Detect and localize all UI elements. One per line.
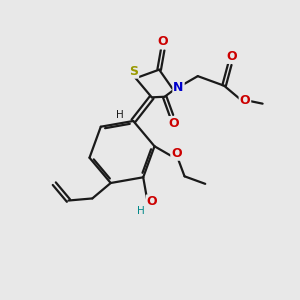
Text: S: S xyxy=(129,65,138,78)
Text: O: O xyxy=(171,147,182,160)
Text: H: H xyxy=(116,110,124,120)
Text: O: O xyxy=(240,94,250,107)
Text: O: O xyxy=(157,35,168,49)
Text: H: H xyxy=(137,206,145,216)
Text: O: O xyxy=(226,50,237,63)
Text: N: N xyxy=(173,81,184,94)
Text: O: O xyxy=(147,195,157,208)
Text: O: O xyxy=(168,117,179,130)
